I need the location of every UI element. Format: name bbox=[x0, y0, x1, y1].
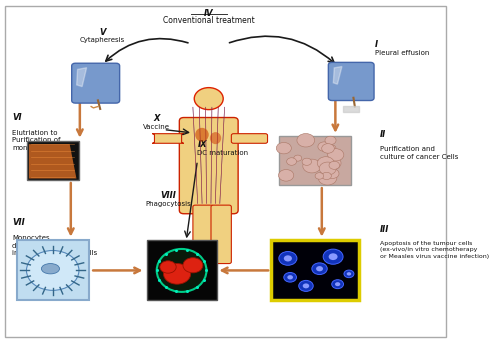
Text: DC maturation: DC maturation bbox=[198, 150, 248, 156]
FancyBboxPatch shape bbox=[180, 118, 238, 214]
Circle shape bbox=[183, 258, 203, 273]
Circle shape bbox=[319, 162, 336, 175]
Bar bbox=[279, 136, 351, 185]
Text: Phagocytosis: Phagocytosis bbox=[145, 201, 191, 207]
Circle shape bbox=[302, 284, 309, 288]
FancyBboxPatch shape bbox=[152, 134, 184, 143]
Text: VI: VI bbox=[12, 113, 22, 122]
Circle shape bbox=[332, 280, 344, 289]
Circle shape bbox=[26, 250, 79, 290]
Bar bbox=[16, 240, 89, 300]
Circle shape bbox=[276, 142, 291, 154]
Bar bbox=[26, 141, 78, 180]
Text: Elutriation to
Purification of
monocytes: Elutriation to Purification of monocytes bbox=[12, 130, 60, 150]
Ellipse shape bbox=[195, 128, 208, 141]
Circle shape bbox=[323, 249, 343, 264]
Circle shape bbox=[322, 144, 334, 153]
Polygon shape bbox=[29, 144, 76, 178]
Text: III: III bbox=[380, 225, 389, 234]
Circle shape bbox=[297, 134, 314, 147]
Circle shape bbox=[286, 158, 296, 165]
Text: Cytapheresis: Cytapheresis bbox=[80, 37, 125, 43]
Text: Monocytes
differentiation into
immature dendritic cells: Monocytes differentiation into immature … bbox=[12, 235, 98, 256]
Text: IV: IV bbox=[204, 9, 214, 18]
FancyBboxPatch shape bbox=[193, 205, 214, 264]
Circle shape bbox=[164, 264, 190, 284]
Circle shape bbox=[298, 280, 313, 292]
Circle shape bbox=[318, 142, 330, 151]
Circle shape bbox=[279, 252, 297, 265]
Polygon shape bbox=[343, 106, 359, 111]
Circle shape bbox=[344, 270, 354, 278]
Ellipse shape bbox=[156, 249, 206, 292]
Text: Purification and
culture of cancer Cells: Purification and culture of cancer Cells bbox=[380, 146, 458, 160]
Circle shape bbox=[284, 273, 296, 282]
Text: V: V bbox=[99, 28, 105, 37]
Circle shape bbox=[294, 155, 302, 161]
Text: Vaccine: Vaccine bbox=[143, 124, 170, 130]
Circle shape bbox=[302, 158, 312, 165]
Bar bbox=[146, 240, 216, 300]
Circle shape bbox=[328, 253, 338, 260]
Circle shape bbox=[278, 169, 294, 181]
FancyBboxPatch shape bbox=[211, 205, 232, 264]
Circle shape bbox=[335, 282, 340, 286]
Circle shape bbox=[318, 157, 334, 170]
Text: II: II bbox=[380, 130, 386, 139]
Text: Conventional treatment: Conventional treatment bbox=[163, 16, 254, 25]
FancyBboxPatch shape bbox=[328, 62, 374, 100]
Text: IX: IX bbox=[198, 140, 207, 149]
Circle shape bbox=[303, 159, 321, 173]
Ellipse shape bbox=[42, 264, 60, 274]
FancyBboxPatch shape bbox=[72, 63, 120, 103]
Text: Apoptosis of the tumour cells
(ex-vivo/in vitro chemotherapy
or Measles virus va: Apoptosis of the tumour cells (ex-vivo/i… bbox=[380, 241, 489, 259]
Text: X: X bbox=[154, 114, 160, 123]
Text: Pleural effusion: Pleural effusion bbox=[375, 50, 430, 56]
Circle shape bbox=[326, 169, 339, 178]
Circle shape bbox=[318, 171, 337, 185]
Circle shape bbox=[194, 88, 223, 110]
Circle shape bbox=[288, 275, 293, 279]
Circle shape bbox=[325, 136, 336, 145]
Circle shape bbox=[316, 266, 323, 271]
Text: VIII: VIII bbox=[160, 191, 176, 200]
Ellipse shape bbox=[210, 132, 221, 144]
Circle shape bbox=[346, 272, 351, 276]
Polygon shape bbox=[334, 67, 342, 84]
Text: I: I bbox=[375, 40, 378, 49]
Circle shape bbox=[327, 145, 336, 151]
Circle shape bbox=[322, 172, 332, 180]
Circle shape bbox=[328, 149, 344, 161]
Circle shape bbox=[160, 261, 176, 273]
Bar bbox=[271, 240, 359, 300]
Circle shape bbox=[315, 173, 324, 179]
FancyBboxPatch shape bbox=[232, 134, 268, 143]
Polygon shape bbox=[76, 68, 86, 87]
Circle shape bbox=[284, 255, 292, 262]
Text: VII: VII bbox=[12, 218, 25, 227]
Circle shape bbox=[329, 161, 340, 169]
Circle shape bbox=[312, 263, 327, 275]
Circle shape bbox=[324, 157, 341, 170]
